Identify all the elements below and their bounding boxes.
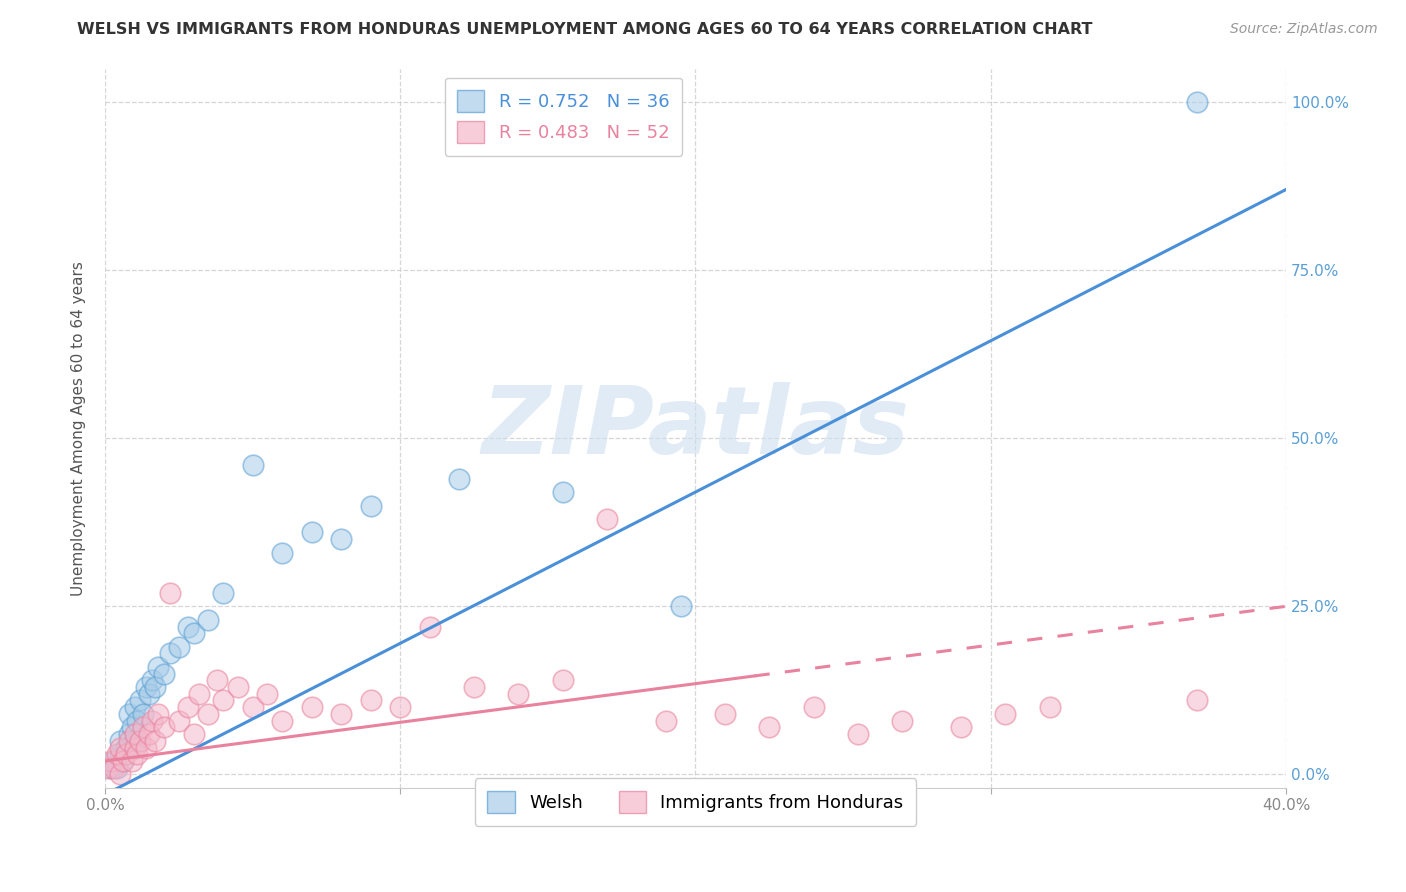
Point xyxy=(167,714,190,728)
Point xyxy=(141,673,163,688)
Point xyxy=(129,693,152,707)
Point xyxy=(419,619,441,633)
Point xyxy=(159,647,181,661)
Point xyxy=(124,727,146,741)
Point xyxy=(103,761,125,775)
Point xyxy=(127,714,149,728)
Point xyxy=(100,761,122,775)
Text: ZIPatlas: ZIPatlas xyxy=(481,382,910,475)
Point xyxy=(138,687,160,701)
Point xyxy=(360,693,382,707)
Point xyxy=(117,733,139,747)
Point xyxy=(330,532,353,546)
Point xyxy=(117,727,139,741)
Point xyxy=(103,754,125,768)
Point xyxy=(714,706,737,721)
Point xyxy=(129,733,152,747)
Text: WELSH VS IMMIGRANTS FROM HONDURAS UNEMPLOYMENT AMONG AGES 60 TO 64 YEARS CORRELA: WELSH VS IMMIGRANTS FROM HONDURAS UNEMPL… xyxy=(77,22,1092,37)
Point xyxy=(1187,95,1209,110)
Point xyxy=(508,687,530,701)
Point xyxy=(212,586,235,600)
Point xyxy=(950,720,973,734)
Point xyxy=(117,706,139,721)
Point xyxy=(124,733,146,747)
Point xyxy=(108,747,131,762)
Point xyxy=(330,706,353,721)
Point xyxy=(105,747,128,762)
Point xyxy=(891,714,914,728)
Point xyxy=(127,747,149,762)
Y-axis label: Unemployment Among Ages 60 to 64 years: Unemployment Among Ages 60 to 64 years xyxy=(72,260,86,596)
Point xyxy=(242,458,264,472)
Point xyxy=(197,613,219,627)
Point xyxy=(124,700,146,714)
Point xyxy=(758,720,780,734)
Point xyxy=(153,666,176,681)
Point xyxy=(159,586,181,600)
Point xyxy=(124,740,146,755)
Point xyxy=(1187,693,1209,707)
Point xyxy=(176,619,198,633)
Point xyxy=(212,693,235,707)
Point xyxy=(114,747,136,762)
Point xyxy=(100,754,122,768)
Point xyxy=(105,761,128,775)
Point xyxy=(111,754,134,768)
Point xyxy=(463,680,485,694)
Point xyxy=(596,512,619,526)
Point xyxy=(205,673,228,688)
Point xyxy=(256,687,278,701)
Point xyxy=(551,485,574,500)
Point xyxy=(132,706,155,721)
Point xyxy=(141,714,163,728)
Text: Source: ZipAtlas.com: Source: ZipAtlas.com xyxy=(1230,22,1378,37)
Point xyxy=(271,714,294,728)
Point xyxy=(111,754,134,768)
Point xyxy=(1039,700,1062,714)
Point xyxy=(114,740,136,755)
Point xyxy=(183,626,205,640)
Point xyxy=(143,680,166,694)
Point xyxy=(132,720,155,734)
Point xyxy=(143,733,166,747)
Point xyxy=(108,740,131,755)
Point xyxy=(183,727,205,741)
Point xyxy=(301,525,323,540)
Point xyxy=(138,727,160,741)
Point xyxy=(121,720,143,734)
Point xyxy=(135,680,157,694)
Point xyxy=(135,740,157,755)
Point xyxy=(108,733,131,747)
Point xyxy=(994,706,1017,721)
Point xyxy=(121,754,143,768)
Point xyxy=(188,687,211,701)
Point xyxy=(669,599,692,614)
Point xyxy=(803,700,825,714)
Point xyxy=(108,767,131,781)
Point xyxy=(655,714,678,728)
Point xyxy=(846,727,869,741)
Point xyxy=(167,640,190,654)
Point xyxy=(146,706,169,721)
Point xyxy=(97,761,120,775)
Point xyxy=(449,472,471,486)
Point xyxy=(197,706,219,721)
Point xyxy=(153,720,176,734)
Point xyxy=(389,700,412,714)
Point xyxy=(146,660,169,674)
Point xyxy=(360,499,382,513)
Point xyxy=(271,545,294,559)
Legend: Welsh, Immigrants from Honduras: Welsh, Immigrants from Honduras xyxy=(475,779,917,826)
Point xyxy=(551,673,574,688)
Point xyxy=(176,700,198,714)
Point xyxy=(226,680,249,694)
Point xyxy=(242,700,264,714)
Point xyxy=(301,700,323,714)
